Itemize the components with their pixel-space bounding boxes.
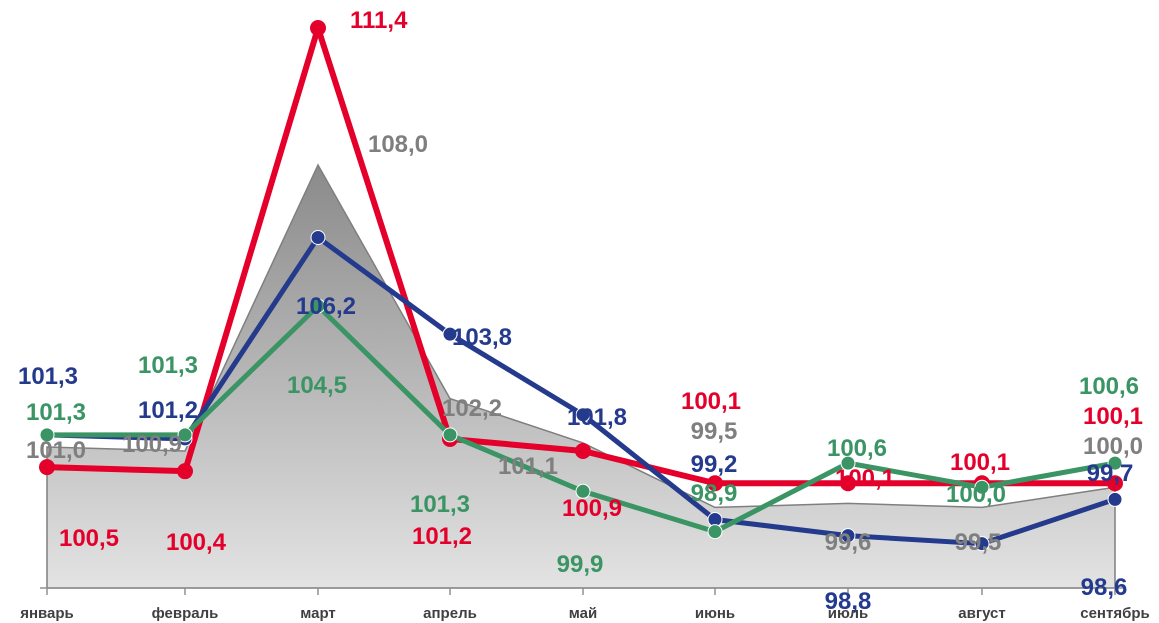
x-tick-label-3: апрель	[423, 605, 477, 622]
x-tick-label-2: март	[300, 605, 336, 622]
data-label-series-3-5: 98,9	[691, 480, 738, 507]
data-label-series-0-0: 101,0	[26, 437, 86, 464]
x-tick-label-1: февраль	[152, 605, 219, 622]
data-label-series-1-7: 100,1	[950, 449, 1010, 476]
area-series-0	[46, 163, 1116, 589]
data-label-series-2-3: 103,8	[452, 324, 512, 351]
point-series-2-8	[1107, 491, 1123, 507]
data-label-series-1-6: 100,1	[835, 465, 895, 492]
data-label-series-2-7: 98,6	[1081, 574, 1128, 601]
data-label-series-0-2: 108,0	[368, 131, 428, 158]
point-series-3-5	[707, 524, 723, 540]
point-series-2-6	[840, 528, 856, 544]
point-series-3-2	[310, 298, 326, 314]
data-label-series-3-6: 100,6	[827, 435, 887, 462]
point-series-3-1	[177, 427, 193, 443]
data-label-series-3-8: 100,6	[1079, 373, 1139, 400]
point-series-2-4	[575, 407, 591, 423]
data-label-series-1-5: 100,1	[681, 388, 741, 415]
point-series-3-6	[840, 455, 856, 471]
data-label-series-2-2: 106,2	[296, 293, 356, 320]
data-label-series-2-1: 101,2	[138, 397, 198, 424]
point-series-2-3	[442, 326, 458, 342]
data-label-series-1-1: 100,4	[166, 529, 227, 556]
point-series-2-7	[974, 536, 990, 552]
point-series-1-5	[707, 475, 723, 492]
x-tick-label-7: август	[958, 605, 1005, 622]
data-label-series-0-7: 99,5	[955, 529, 1002, 556]
point-series-1-6	[840, 475, 856, 492]
data-label-series-1-0: 100,5	[59, 525, 119, 552]
data-label-series-3-0: 101,3	[26, 399, 86, 426]
point-series-3-4	[575, 483, 591, 499]
data-label-series-0-6: 99,6	[825, 529, 872, 556]
x-tick-label-6: июль	[828, 605, 868, 622]
data-label-series-3-4: 99,9	[557, 551, 604, 578]
data-label-series-0-8: 100,0	[1083, 433, 1143, 460]
point-series-3-8	[1107, 455, 1123, 471]
data-label-series-1-4: 100,9	[562, 495, 622, 522]
x-tick-label-4: май	[569, 605, 597, 622]
point-series-3-7	[974, 479, 990, 495]
point-series-2-2	[310, 229, 326, 245]
point-series-1-2	[310, 20, 326, 36]
data-label-series-0-4: 101,1	[498, 453, 558, 480]
point-series-3-0	[39, 427, 55, 443]
data-label-series-2-4: 101,8	[567, 404, 627, 431]
point-series-3-3	[442, 427, 458, 443]
point-series-1-1	[177, 463, 193, 480]
x-tick-label-0: январь	[20, 605, 74, 622]
data-label-series-3-7: 100,0	[946, 481, 1006, 508]
data-label-series-1-8: 100,1	[1083, 403, 1143, 430]
data-label-series-3-2: 104,5	[287, 372, 347, 399]
data-label-series-2-5: 99,2	[691, 451, 738, 478]
data-label-series-1-2: 111,4	[350, 7, 408, 34]
point-series-1-4	[575, 443, 591, 460]
data-label-series-0-1: 100,9	[122, 431, 182, 458]
data-label-series-0-3: 102,2	[442, 395, 502, 422]
data-label-series-0-5: 99,5	[691, 418, 738, 445]
x-tick-label-5: июнь	[695, 605, 735, 622]
data-label-series-3-1: 101,3	[138, 352, 198, 379]
point-series-1-0	[39, 459, 55, 476]
data-label-series-3-3: 101,3	[410, 491, 470, 518]
data-label-series-1-3: 101,2	[412, 523, 472, 550]
data-label-series-2-0: 101,3	[18, 363, 78, 390]
data-label-series-2-6: 98,8	[825, 588, 872, 615]
x-tick-label-8: сентябрь	[1080, 605, 1150, 622]
point-series-1-8	[1107, 475, 1123, 492]
data-label-series-2-8: 99,7	[1087, 460, 1134, 487]
